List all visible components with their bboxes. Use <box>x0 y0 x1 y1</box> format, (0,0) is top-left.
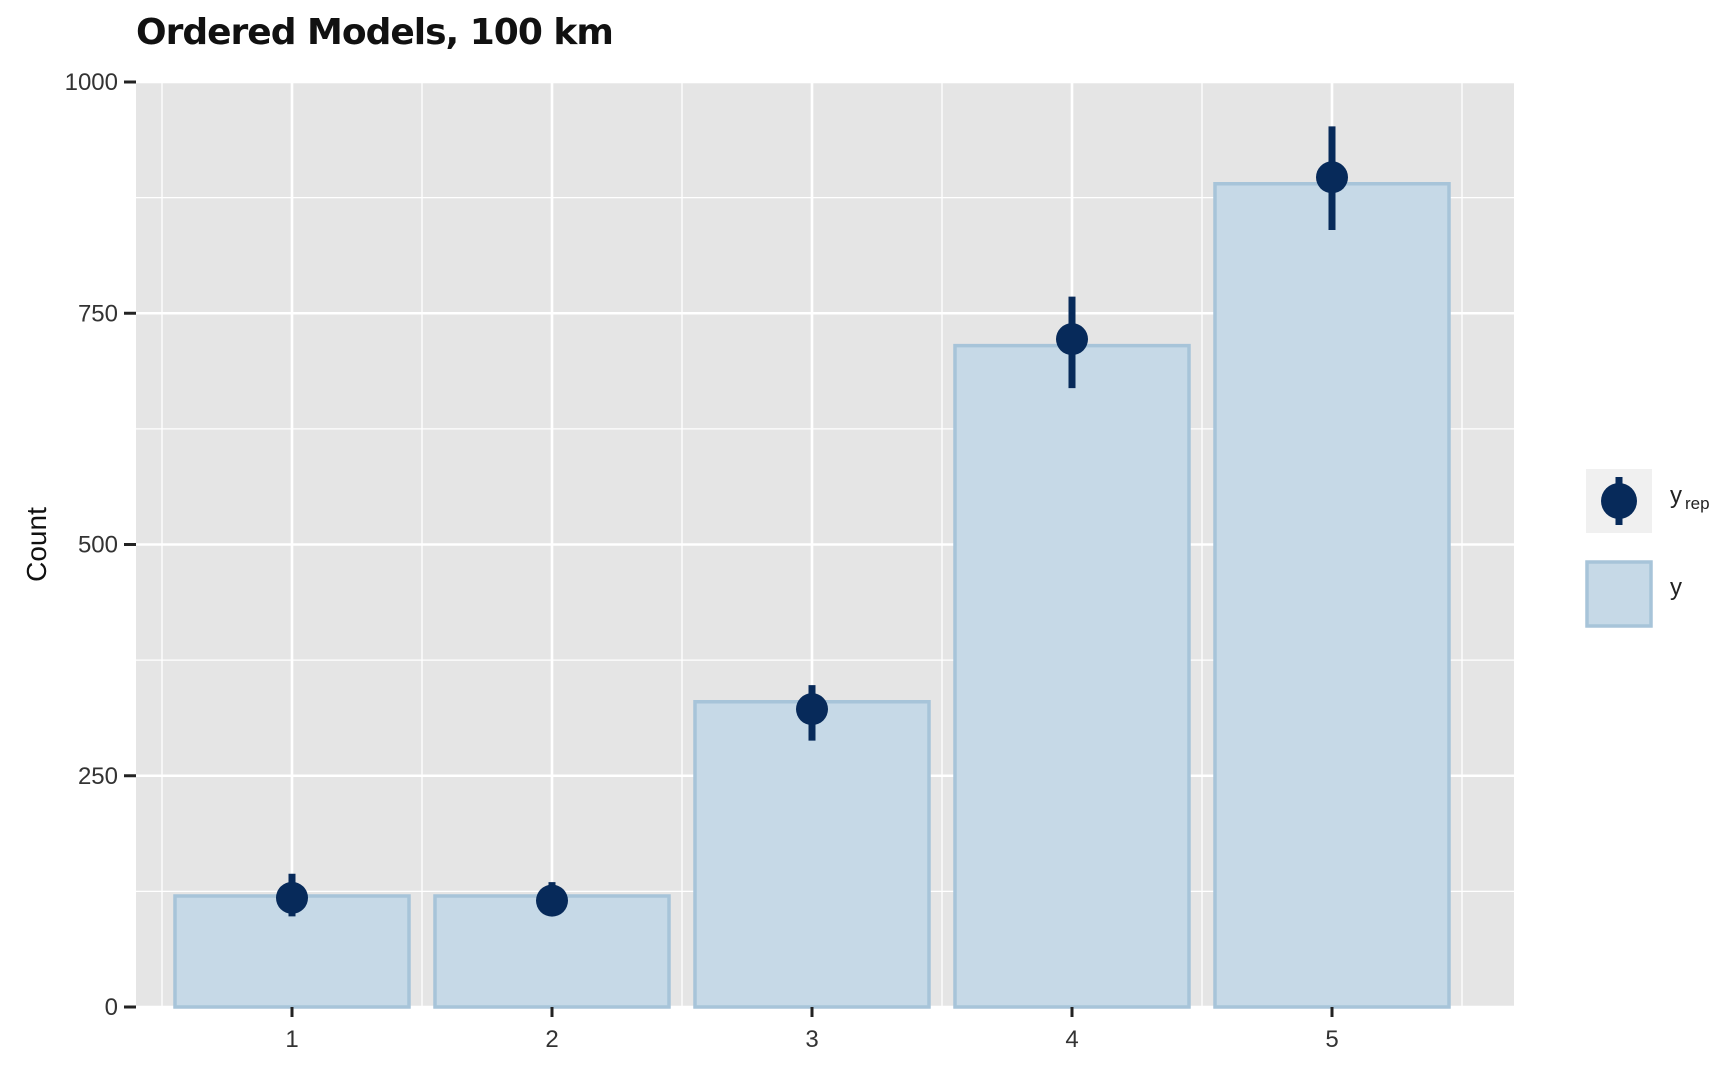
x-tick-label: 4 <box>1065 1026 1078 1053</box>
y-tick-label: 1000 <box>65 69 118 96</box>
y-axis-title: Count <box>21 507 52 582</box>
y-tick-label: 250 <box>78 763 118 790</box>
x-tick-label: 5 <box>1325 1026 1338 1053</box>
legend-label-y_rep: y rep <box>1670 482 1710 513</box>
chart-title: Ordered Models, 100 km <box>136 12 614 53</box>
yrep-point-4 <box>1056 323 1088 356</box>
y-tick-label: 0 <box>105 994 118 1021</box>
bar-y-3 <box>693 700 931 1009</box>
x-tick-label: 2 <box>545 1026 558 1053</box>
y-tick-label: 500 <box>78 532 118 559</box>
yrep-point-2 <box>536 884 568 917</box>
x-tick-label: 3 <box>805 1026 818 1053</box>
y-tick-label: 750 <box>78 300 118 327</box>
legend-yrep-point <box>1601 483 1637 519</box>
legend-label-y: y <box>1670 574 1682 601</box>
yrep-point-1 <box>276 881 308 914</box>
yrep-point-5 <box>1316 161 1348 194</box>
bar-y-4 <box>953 343 1191 1009</box>
legend-label-subscript: rep <box>1685 494 1710 513</box>
legend-key-y <box>1585 560 1653 628</box>
bar-y-5 <box>1213 182 1451 1009</box>
yrep-point-3 <box>796 693 828 726</box>
x-tick-label: 1 <box>285 1026 298 1053</box>
